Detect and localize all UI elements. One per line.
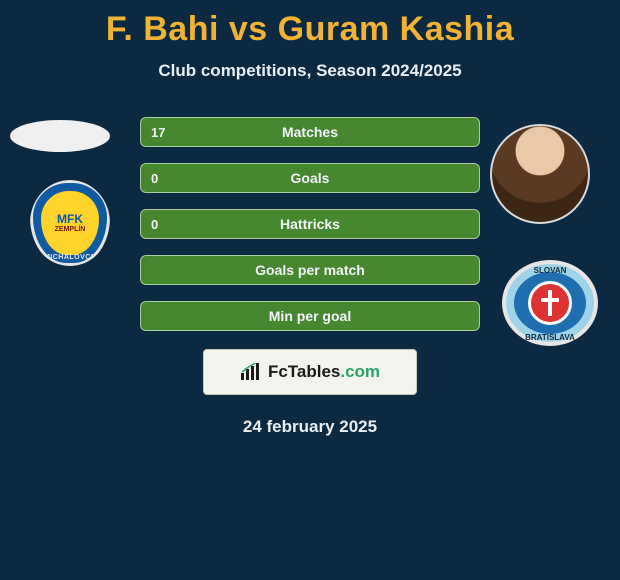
stat-label: Hattricks: [189, 216, 431, 232]
stat-left-value: 0: [141, 217, 189, 232]
stat-label: Goals: [189, 170, 431, 186]
brand-text: FcTables.com: [268, 362, 380, 382]
bar-chart-icon: [240, 363, 262, 381]
page-subtitle: Club competitions, Season 2024/2025: [0, 61, 620, 81]
brand-name-accent: .com: [340, 362, 380, 381]
stat-row-hattricks: 0 Hattricks: [140, 209, 480, 239]
stat-label: Matches: [189, 124, 431, 140]
stat-row-matches: 17 Matches: [140, 117, 480, 147]
brand-box: FcTables.com: [203, 349, 417, 395]
stat-label: Goals per match: [189, 262, 431, 278]
stat-left-value: 0: [141, 171, 189, 186]
footer-date: 24 february 2025: [0, 417, 620, 437]
stats-area: 17 Matches 0 Goals 0 Hattricks Goals per…: [0, 117, 620, 331]
stat-row-goals: 0 Goals: [140, 163, 480, 193]
brand-name-main: FcTables: [268, 362, 340, 381]
stat-left-value: 17: [141, 125, 189, 140]
page-title: F. Bahi vs Guram Kashia: [0, 0, 620, 49]
stat-label: Min per goal: [189, 308, 431, 324]
stat-row-min-per-goal: Min per goal: [140, 301, 480, 331]
stat-row-goals-per-match: Goals per match: [140, 255, 480, 285]
